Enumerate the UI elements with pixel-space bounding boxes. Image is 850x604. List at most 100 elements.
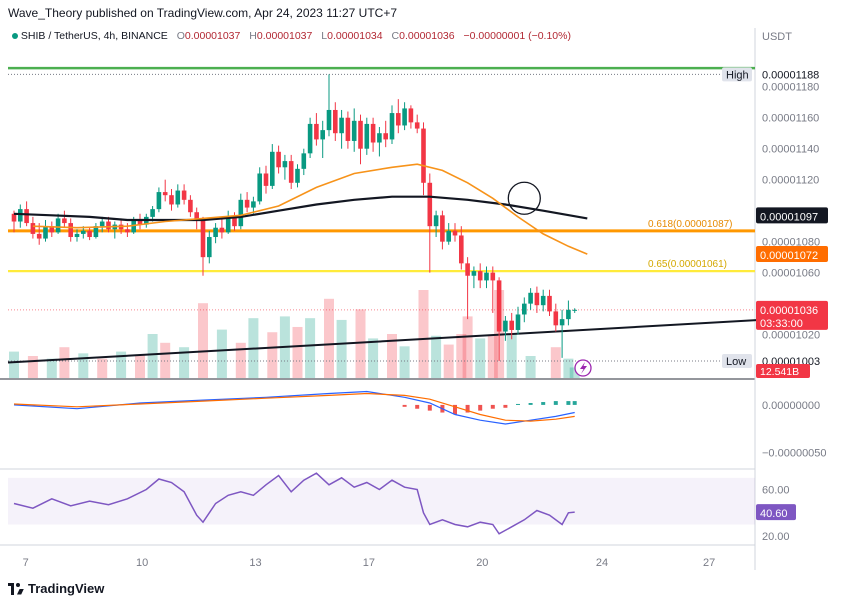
- ema-200-price-tag: 0.00001097: [760, 211, 818, 223]
- candle: [125, 223, 130, 238]
- candle: [534, 286, 540, 313]
- open-label: O: [176, 30, 185, 42]
- candle-body: [477, 271, 483, 281]
- candle: [484, 266, 489, 289]
- candle-body: [162, 192, 168, 196]
- time-tick-label: 7: [23, 557, 29, 569]
- macd-histogram-bar: [503, 404, 508, 408]
- candle: [333, 102, 338, 141]
- last-price-tag: 0.00001036: [760, 305, 818, 317]
- candle: [62, 210, 67, 228]
- rsi-tick-label: 20.00: [762, 531, 790, 543]
- candle-body: [18, 209, 23, 222]
- candle: [307, 117, 313, 158]
- volume-bar: [27, 356, 38, 378]
- candle-body: [99, 221, 105, 227]
- candle-body: [62, 218, 67, 224]
- candle: [295, 164, 300, 188]
- candle-body: [408, 108, 414, 123]
- candle-body: [496, 280, 502, 332]
- rsi-tick-label: 60.00: [762, 485, 790, 497]
- ema-50-price-tag: 0.00001072: [760, 250, 818, 262]
- volume-bar: [292, 326, 303, 378]
- candle: [169, 188, 174, 211]
- volume-bar: [431, 335, 442, 378]
- time-tick-label: 10: [136, 557, 148, 569]
- candle-body: [194, 212, 199, 220]
- candle-body: [68, 223, 73, 238]
- candle-body: [402, 108, 407, 126]
- candle-body: [30, 223, 36, 234]
- candle-body: [440, 215, 445, 242]
- volume-bar: [160, 342, 171, 378]
- low-label-bg: [722, 353, 752, 368]
- candle-body: [377, 133, 382, 143]
- candle: [452, 223, 458, 242]
- symbol-label[interactable]: SHIB / TetherUS, 4h, BINANCE: [20, 30, 168, 42]
- candle-body: [364, 123, 370, 149]
- time-tick-label: 27: [703, 557, 715, 569]
- candle: [49, 221, 55, 238]
- candle: [213, 223, 218, 244]
- macd-histogram-bar: [415, 404, 420, 409]
- high-label-bg: [722, 67, 752, 82]
- close-value: 0.00001036: [399, 30, 455, 42]
- candle: [225, 210, 231, 234]
- macd-histogram-bar: [402, 404, 407, 407]
- candle-body: [484, 272, 489, 281]
- volume-bar: [368, 338, 379, 378]
- volume-bar: [550, 347, 561, 378]
- macd-tick-label: −0.00000050: [762, 448, 827, 460]
- candle: [553, 303, 559, 332]
- candle: [446, 223, 451, 245]
- price-tick-label: 0.00001020: [762, 330, 820, 342]
- candle-body: [421, 128, 426, 183]
- candle-body: [339, 117, 344, 134]
- candle-body: [553, 311, 559, 326]
- volume-bar: [59, 347, 70, 378]
- low-value: 0.00001034: [327, 30, 383, 42]
- price-tick-label: 0.00001060: [762, 268, 820, 280]
- candle: [358, 114, 363, 165]
- candle: [18, 204, 23, 228]
- flash-icon: [574, 359, 592, 377]
- change-value: −0.00000001 (−0.10%): [463, 30, 571, 42]
- candle-body: [351, 120, 357, 141]
- candle-body: [181, 190, 187, 200]
- candle: [339, 109, 344, 149]
- candle: [351, 108, 357, 152]
- candle-body: [307, 123, 313, 154]
- volume-bar: [487, 335, 498, 378]
- high-label: H: [249, 30, 257, 42]
- candle-body: [528, 292, 533, 304]
- candle: [465, 257, 470, 320]
- macd-histogram-bar: [465, 404, 470, 413]
- high-value: 0.00001188: [762, 69, 819, 81]
- candle: [320, 120, 325, 158]
- volume-bar: [267, 332, 278, 378]
- candle: [433, 210, 439, 238]
- candle-body: [320, 130, 325, 140]
- candle-body: [370, 123, 376, 143]
- candle: [421, 122, 426, 196]
- time-tick-label: 24: [596, 557, 608, 569]
- candle-body: [156, 192, 162, 210]
- candle: [276, 145, 281, 174]
- macd-histogram-bar: [478, 404, 483, 411]
- macd-histogram-bar: [566, 401, 571, 405]
- candle: [238, 193, 244, 230]
- volume-bar: [198, 303, 208, 378]
- candle: [326, 74, 332, 137]
- volume-bar: [235, 342, 246, 378]
- macd-histogram-bar: [490, 404, 495, 409]
- candle-body: [465, 263, 470, 276]
- candle-body: [515, 314, 521, 330]
- candle: [459, 226, 464, 270]
- candle: [270, 144, 275, 189]
- candle-body: [572, 309, 577, 311]
- candle-body: [522, 303, 527, 315]
- high-label: High: [726, 69, 749, 81]
- volume-bar: [462, 316, 473, 378]
- candle: [370, 117, 376, 152]
